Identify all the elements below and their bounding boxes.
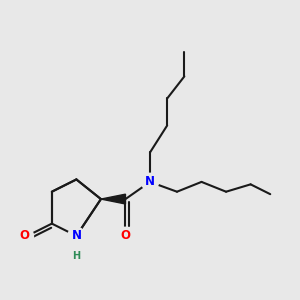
Text: N: N [71, 230, 81, 242]
Text: N: N [145, 176, 155, 188]
Text: H: H [72, 250, 80, 260]
Text: O: O [20, 230, 30, 242]
Circle shape [16, 226, 34, 245]
Circle shape [67, 226, 86, 245]
Text: O: O [121, 230, 130, 242]
Circle shape [67, 246, 86, 265]
Polygon shape [101, 194, 125, 204]
Circle shape [141, 172, 159, 191]
Circle shape [116, 226, 135, 245]
